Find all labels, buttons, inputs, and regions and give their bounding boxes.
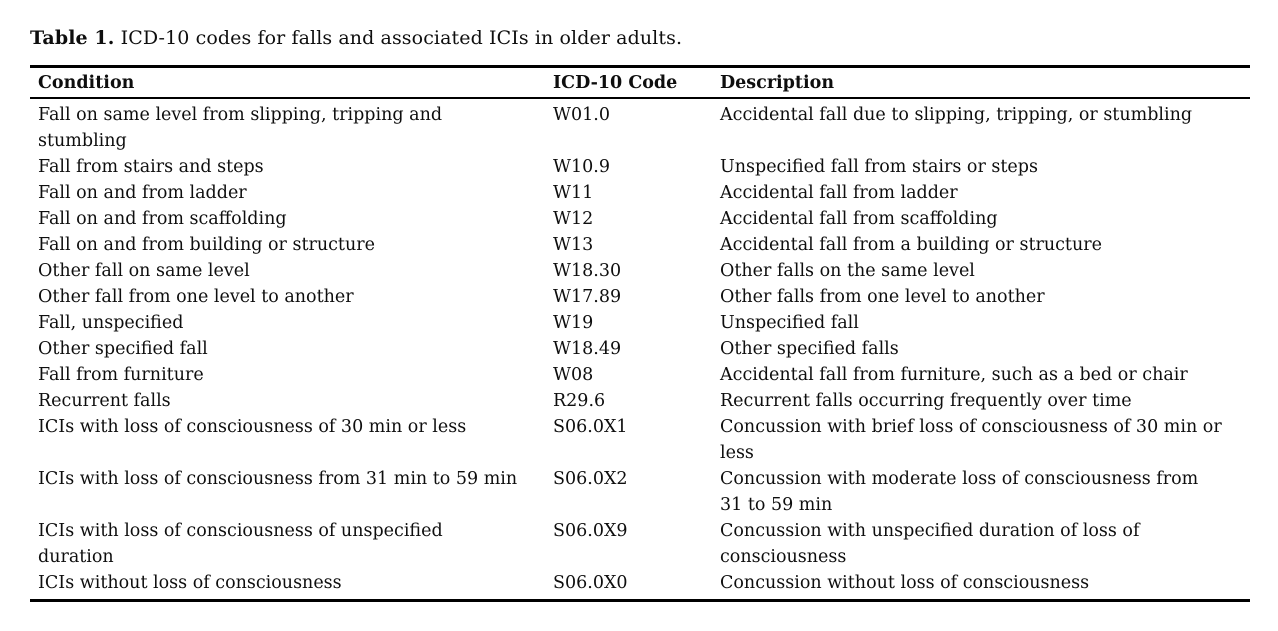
table-row: Fall on same level from slipping, trippi… [30, 98, 1250, 154]
condition-cell: Fall on and from scaffolding [38, 209, 287, 229]
code-cell: S06.0X0 [553, 573, 628, 593]
description-cell: Accidental fall from scaffolding [720, 209, 998, 229]
condition-cell: ICIs with loss of consciousness of unspe… [38, 521, 443, 567]
condition-cell: Fall from stairs and steps [38, 157, 264, 177]
description-cell: Other specified falls [720, 339, 899, 359]
table-caption-text: ICD-10 codes for falls and associated IC… [114, 27, 683, 49]
code-cell: W08 [553, 365, 594, 385]
table-row: ICIs with loss of consciousness of unspe… [30, 518, 1250, 570]
table-row: Fall from stairs and steps W10.9 Unspeci… [30, 154, 1250, 180]
table-row: Fall on and from ladder W11 Accidental f… [30, 180, 1250, 206]
column-header-description: Description [712, 66, 1250, 99]
table-row: ICIs with loss of consciousness of 30 mi… [30, 414, 1250, 466]
description-cell: Unspecified fall from stairs or steps [720, 157, 1038, 177]
condition-cell: ICIs with loss of consciousness of 30 mi… [38, 417, 467, 437]
table-row: Recurrent falls R29.6 Recurrent falls oc… [30, 388, 1250, 414]
code-cell: W01.0 [553, 105, 610, 125]
code-cell: R29.6 [553, 391, 606, 411]
icd10-codes-table: Condition ICD-10 Code Description Fall o… [30, 65, 1250, 602]
condition-cell: Fall from furniture [38, 365, 204, 385]
description-cell: Accidental fall due to slipping, trippin… [720, 105, 1193, 125]
code-cell: W13 [553, 235, 594, 255]
table-row: Fall on and from scaffolding W12 Acciden… [30, 206, 1250, 232]
table-row: Fall from furniture W08 Accidental fall … [30, 362, 1250, 388]
table-body: Fall on same level from slipping, trippi… [30, 98, 1250, 601]
table-header-row: Condition ICD-10 Code Description [30, 66, 1250, 99]
description-cell: Concussion with brief loss of consciousn… [720, 417, 1222, 463]
code-cell: W18.49 [553, 339, 622, 359]
condition-cell: Other specified fall [38, 339, 208, 359]
table-row: ICIs with loss of consciousness from 31 … [30, 466, 1250, 518]
description-cell: Other falls on the same level [720, 261, 975, 281]
condition-cell: Other fall on same level [38, 261, 250, 281]
table-row: Fall on and from building or structure W… [30, 232, 1250, 258]
condition-cell: Fall, unspecified [38, 313, 184, 333]
condition-cell: Fall on and from ladder [38, 183, 247, 203]
table-row: Other fall from one level to another W17… [30, 284, 1250, 310]
code-cell: W10.9 [553, 157, 610, 177]
code-cell: W17.89 [553, 287, 622, 307]
code-cell: S06.0X1 [553, 417, 628, 437]
condition-cell: Fall on same level from slipping, trippi… [38, 105, 443, 151]
table-caption-label: Table 1. [30, 27, 115, 49]
table-row: ICIs without loss of consciousness S06.0… [30, 570, 1250, 601]
code-cell: W12 [553, 209, 594, 229]
code-cell: S06.0X9 [553, 521, 628, 541]
description-cell: Concussion with unspecified duration of … [720, 521, 1140, 567]
table-row: Other specified fall W18.49 Other specif… [30, 336, 1250, 362]
condition-cell: ICIs with loss of consciousness from 31 … [38, 469, 518, 489]
description-cell: Accidental fall from furniture, such as … [720, 365, 1188, 385]
table-caption: Table 1. ICD-10 codes for falls and asso… [30, 26, 1250, 50]
column-header-condition: Condition [30, 66, 545, 99]
column-header-icd10-code: ICD-10 Code [545, 66, 712, 99]
description-cell: Recurrent falls occurring frequently ove… [720, 391, 1132, 411]
description-cell: Other falls from one level to another [720, 287, 1045, 307]
description-cell: Accidental fall from ladder [720, 183, 958, 203]
code-cell: W11 [553, 183, 594, 203]
description-cell: Unspecified fall [720, 313, 859, 333]
condition-cell: Fall on and from building or structure [38, 235, 375, 255]
condition-cell: ICIs without loss of consciousness [38, 573, 342, 593]
description-cell: Concussion with moderate loss of conscio… [720, 469, 1199, 515]
code-cell: S06.0X2 [553, 469, 628, 489]
description-cell: Accidental fall from a building or struc… [720, 235, 1102, 255]
table-row: Fall, unspecified W19 Unspecified fall [30, 310, 1250, 336]
condition-cell: Other fall from one level to another [38, 287, 354, 307]
condition-cell: Recurrent falls [38, 391, 171, 411]
code-cell: W18.30 [553, 261, 622, 281]
code-cell: W19 [553, 313, 594, 333]
description-cell: Concussion without loss of consciousness [720, 573, 1090, 593]
table-row: Other fall on same level W18.30 Other fa… [30, 258, 1250, 284]
